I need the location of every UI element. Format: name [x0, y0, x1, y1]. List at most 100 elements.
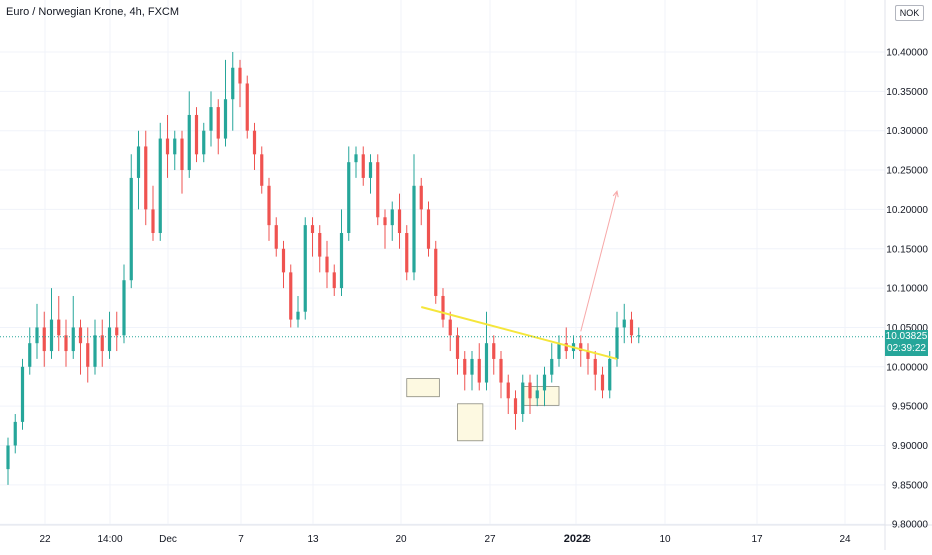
candle-body — [260, 154, 264, 186]
candle-body — [267, 185, 271, 226]
currency-badge[interactable]: NOK — [895, 5, 924, 21]
candle-body — [368, 162, 373, 178]
candle — [564, 327, 568, 359]
candle-body — [629, 319, 634, 336]
candle-body — [303, 225, 307, 312]
candle — [412, 154, 416, 281]
price-tick-label: 10.35000 — [886, 87, 928, 98]
candle — [397, 193, 402, 249]
candle — [419, 177, 423, 226]
candle-body — [535, 390, 539, 399]
candle-body — [557, 343, 561, 359]
candle — [318, 225, 322, 273]
candle — [593, 351, 597, 391]
candle — [187, 91, 191, 178]
time-tick-label: 7 — [238, 534, 244, 545]
candle-body — [550, 358, 554, 375]
candle-body — [448, 319, 452, 336]
candle-body — [470, 358, 474, 375]
candle — [86, 327, 90, 383]
candle-body — [223, 99, 228, 139]
candle-body — [347, 162, 351, 234]
candle-body — [339, 233, 344, 289]
price-tick-label: 10.15000 — [886, 244, 928, 255]
candle-body — [513, 398, 518, 415]
candle-body — [608, 358, 612, 391]
candle — [441, 288, 445, 328]
candle-body — [49, 319, 54, 352]
candle — [49, 288, 54, 359]
candle — [57, 295, 61, 352]
candle-body — [42, 327, 46, 352]
candle — [274, 217, 278, 257]
candle-body — [35, 327, 39, 344]
support-zone-box[interactable] — [522, 386, 560, 406]
candle — [296, 295, 300, 328]
drawings[interactable] — [0, 190, 885, 360]
candle-body — [289, 272, 293, 320]
time-tick-label: 24 — [839, 534, 851, 545]
projection-arrow[interactable] — [580, 191, 618, 332]
candle — [93, 319, 97, 375]
candle — [136, 130, 141, 210]
candle — [528, 374, 532, 415]
projection-arrowhead — [612, 190, 619, 198]
candle — [354, 146, 358, 178]
time-tick-label: 13 — [307, 534, 319, 545]
candle-body — [405, 233, 409, 273]
price-tick-label: 10.20000 — [886, 205, 928, 216]
trendline[interactable] — [420, 306, 618, 360]
candle — [209, 91, 213, 147]
candle-body — [274, 225, 278, 249]
candle-body — [506, 382, 510, 399]
candle — [303, 217, 307, 320]
candle-body — [13, 421, 17, 446]
candle-body — [492, 343, 496, 359]
candle — [608, 351, 612, 399]
candle-body — [64, 335, 68, 352]
candle — [405, 225, 409, 281]
candle — [231, 52, 235, 131]
candle — [28, 327, 32, 375]
candle-body — [477, 358, 481, 383]
candle-body — [194, 114, 199, 155]
candle — [238, 59, 242, 108]
candle — [129, 154, 133, 289]
candle-body — [579, 343, 583, 352]
price-axis[interactable]: 10.40000 10.35000 10.30000 10.25000 10.20000… — [886, 48, 928, 531]
candle — [615, 311, 619, 367]
price-tick-label: 10.00000 — [886, 362, 928, 373]
candle — [158, 122, 162, 241]
candle-body — [383, 217, 387, 226]
candle-body — [173, 138, 177, 155]
support-zones[interactable] — [406, 378, 560, 442]
candle — [499, 351, 503, 399]
candle-body — [71, 327, 75, 352]
candle-body — [180, 138, 184, 171]
candle-body — [122, 280, 126, 336]
candle-body — [615, 327, 619, 359]
symbol-legend: Euro / Norwegian Krone, 4h, FXCM — [6, 6, 180, 18]
candle — [122, 264, 126, 344]
candle — [339, 209, 344, 296]
candle — [622, 303, 626, 344]
candle — [180, 130, 184, 194]
candle-body — [586, 351, 590, 359]
candle — [64, 319, 68, 367]
time-tick-label: 14:00 — [97, 534, 122, 545]
candle-body — [325, 256, 329, 273]
bar-countdown: 02:39:22 — [887, 342, 926, 354]
support-zone-box[interactable] — [406, 378, 440, 398]
support-zone-box[interactable] — [457, 403, 484, 442]
candle — [361, 146, 365, 186]
candle — [144, 130, 148, 226]
price-tick-label: 10.30000 — [886, 126, 928, 137]
candle-body — [6, 445, 10, 470]
candle-body — [136, 146, 141, 178]
candle — [310, 217, 315, 257]
time-tick-label: 17 — [751, 534, 763, 545]
